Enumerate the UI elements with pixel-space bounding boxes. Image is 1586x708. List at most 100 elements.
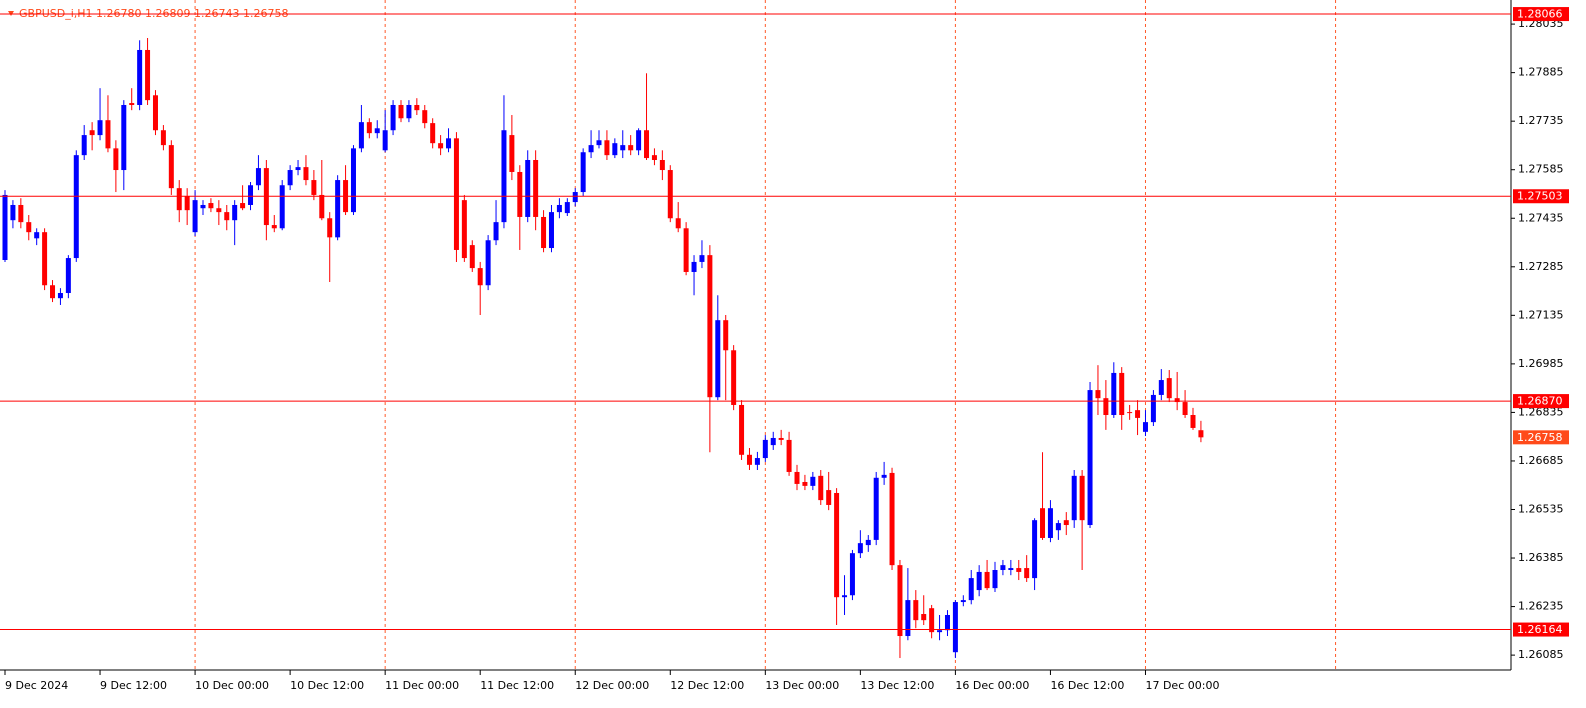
candle-body [818,475,824,501]
candle-body [168,145,174,189]
candle-body [1158,380,1164,395]
candle-body [192,200,198,233]
candle-body [105,120,111,149]
candle-body [65,258,71,294]
candle-body [976,571,982,591]
candle-body [1111,372,1117,416]
candle-body [152,95,158,131]
candle-body [556,204,562,213]
candle-body [89,130,95,136]
candle-body [1150,394,1156,423]
candle-body [240,203,246,209]
level-label: 1.27503 [1517,190,1563,203]
candle-body [113,148,119,171]
candle-body [596,140,602,146]
candle-body [1127,412,1133,414]
candle-body [707,255,713,398]
candle-body [667,170,673,219]
candle-body [200,204,206,209]
candle-body [414,104,420,111]
candle-body [636,130,642,151]
x-tick-label: 9 Dec 2024 [5,679,68,692]
candle-body [849,553,855,596]
candle-body [651,155,657,161]
title-icon [8,11,14,16]
candle-body [129,103,135,105]
candle-body [42,232,48,286]
candle-body [232,204,238,221]
candle-body [97,120,103,136]
level-label: 1.26870 [1517,395,1563,408]
candle-body [881,474,887,478]
candle-body [620,145,626,151]
candle-body [746,454,752,465]
candle-body [509,135,515,172]
candle-body [208,203,214,209]
candle-body [160,130,166,146]
candle-body [834,492,840,598]
x-tick-label: 9 Dec 12:00 [100,679,167,692]
candle-body [350,148,356,213]
level-label-box [1513,622,1569,637]
level-label-box [1513,189,1569,204]
candle-body [1079,475,1085,521]
candle-body [430,123,436,144]
candle-body [57,293,63,299]
candle-body [659,160,665,171]
candle-body [762,439,768,459]
y-tick-label: 1.27285 [1518,260,1564,273]
candle-body [604,140,610,156]
candle-body [952,602,958,653]
candle-body [303,167,309,181]
candle-body [921,614,927,621]
candle-body [438,143,444,149]
candle-body [723,320,729,351]
candle-body [50,285,56,299]
candle-body [810,476,816,486]
candle-body [1119,372,1125,416]
candle-body [327,218,333,238]
y-tick-label: 1.27435 [1518,211,1564,224]
candle-body [857,543,863,554]
candle-body [588,145,594,153]
candle-body [145,49,151,101]
y-tick-label: 1.27735 [1518,114,1564,127]
candle-body [287,170,293,186]
candle-body [26,222,32,233]
level-label-box [1513,394,1569,409]
candle-body [319,194,325,219]
candle-body [1024,568,1030,579]
x-tick-label: 16 Dec 00:00 [955,679,1029,692]
candle-body [279,185,285,229]
candle-body [889,472,895,566]
candle-body [2,194,8,260]
level-label-box [1513,7,1569,22]
x-tick-label: 17 Dec 00:00 [1145,679,1219,692]
candle-body [358,122,364,149]
candle-body [786,439,792,472]
candle-body [374,128,380,134]
candle-body [1000,565,1006,571]
y-tick-label: 1.27885 [1518,66,1564,79]
candle-body [1182,402,1188,416]
candle-body [517,171,523,217]
candle-body [842,595,848,598]
candle-body [715,320,721,398]
last-price-label: 1.26758 [1517,431,1563,444]
candle-body [944,614,950,631]
y-tick-label: 1.26835 [1518,405,1564,418]
candle-body [485,240,491,286]
candle-body [770,437,776,446]
candle-body [184,196,190,211]
candle-body [1063,520,1069,526]
candle-body [224,212,230,221]
candle-body [446,138,452,149]
y-tick-label: 1.26985 [1518,357,1564,370]
x-tick-label: 12 Dec 00:00 [575,679,649,692]
candle-body [541,216,547,249]
candle-body [929,608,935,633]
candle-body [176,188,182,211]
